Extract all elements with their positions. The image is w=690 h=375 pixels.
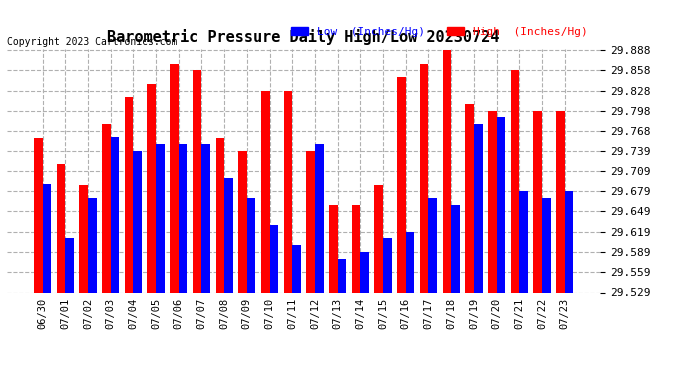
- Bar: [406, 232, 415, 375]
- Bar: [224, 178, 233, 375]
- Bar: [247, 198, 255, 375]
- Bar: [293, 245, 301, 375]
- Bar: [329, 206, 337, 375]
- Bar: [306, 151, 315, 375]
- Bar: [79, 185, 88, 375]
- Bar: [352, 206, 360, 375]
- Bar: [125, 98, 133, 375]
- Text: Copyright 2023 Cartronics.com: Copyright 2023 Cartronics.com: [7, 37, 177, 47]
- Bar: [193, 70, 201, 375]
- Bar: [442, 50, 451, 375]
- Bar: [43, 184, 51, 375]
- Bar: [360, 252, 369, 375]
- Bar: [315, 144, 324, 375]
- Bar: [215, 138, 224, 375]
- Bar: [201, 144, 210, 375]
- Bar: [488, 111, 497, 375]
- Bar: [451, 205, 460, 375]
- Bar: [420, 64, 428, 375]
- Legend: Low  (Inches/Hg), High  (Inches/Hg): Low (Inches/Hg), High (Inches/Hg): [287, 22, 592, 42]
- Bar: [383, 238, 392, 375]
- Bar: [497, 117, 505, 375]
- Bar: [533, 111, 542, 375]
- Bar: [474, 124, 482, 375]
- Bar: [34, 138, 43, 375]
- Bar: [270, 225, 278, 375]
- Bar: [520, 191, 528, 375]
- Bar: [428, 198, 437, 375]
- Bar: [102, 124, 110, 375]
- Bar: [564, 191, 573, 375]
- Bar: [337, 259, 346, 375]
- Bar: [238, 151, 247, 375]
- Bar: [284, 91, 293, 375]
- Bar: [261, 91, 270, 375]
- Title: Barometric Pressure Daily High/Low 20230724: Barometric Pressure Daily High/Low 20230…: [108, 29, 500, 45]
- Bar: [170, 64, 179, 375]
- Bar: [179, 144, 188, 375]
- Bar: [465, 104, 474, 375]
- Bar: [57, 164, 65, 375]
- Bar: [556, 111, 564, 375]
- Bar: [397, 77, 406, 375]
- Bar: [511, 70, 520, 375]
- Bar: [110, 137, 119, 375]
- Bar: [542, 198, 551, 375]
- Bar: [65, 238, 74, 375]
- Bar: [88, 198, 97, 375]
- Bar: [148, 84, 156, 375]
- Bar: [133, 151, 142, 375]
- Bar: [375, 185, 383, 375]
- Bar: [156, 144, 165, 375]
